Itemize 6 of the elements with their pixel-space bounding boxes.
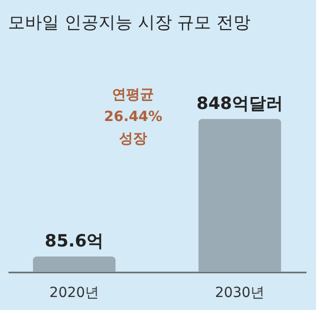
- chart-title: 모바일 인공지능 시장 규모 전망: [8, 13, 251, 33]
- data-label: 85.6억: [44, 232, 104, 252]
- data-label: 848억달러: [196, 94, 284, 114]
- annotation: 연평균 26.44% 성장: [104, 87, 162, 147]
- x-tick-label: 2020년: [49, 285, 100, 301]
- x-tick-label: 2030년: [214, 285, 265, 301]
